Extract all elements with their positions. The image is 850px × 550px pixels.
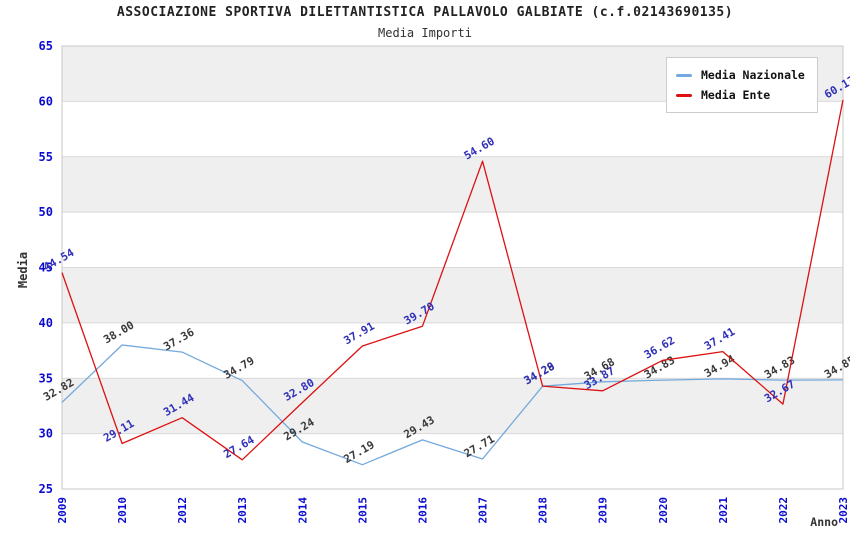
data-label-media-nazionale: 34.79 bbox=[221, 354, 256, 382]
data-label-media-nazionale: 27.71 bbox=[462, 432, 498, 460]
x-tick-label: 2009 bbox=[56, 497, 69, 524]
y-tick-label: 65 bbox=[39, 39, 53, 53]
page-title: ASSOCIAZIONE SPORTIVA DILETTANTISTICA PA… bbox=[116, 5, 734, 20]
legend-swatch-media-ente bbox=[676, 93, 692, 97]
plot-border bbox=[61, 45, 844, 490]
legend-swatch-media-nazionale bbox=[676, 73, 692, 77]
y-tick-label: 35 bbox=[39, 371, 53, 385]
x-tick-label: 2017 bbox=[477, 497, 490, 524]
x-tick-label: 2015 bbox=[356, 497, 369, 524]
x-tick-label: 2016 bbox=[416, 497, 429, 524]
plot-band bbox=[62, 267, 843, 323]
legend-item-media-nazionale: Media Nazionale bbox=[676, 65, 805, 85]
series-line-media-ente bbox=[61, 99, 844, 461]
legend-label: Media Ente bbox=[701, 88, 771, 102]
data-label-media-nazionale: 34.94 bbox=[702, 352, 738, 380]
y-axis-title: Media bbox=[16, 252, 30, 288]
x-tick-label: 2018 bbox=[537, 497, 550, 524]
series-line-media-nazionale bbox=[61, 344, 844, 466]
y-tick-label: 55 bbox=[39, 150, 53, 164]
x-tick-label: 2012 bbox=[176, 497, 189, 524]
y-tick-label: 45 bbox=[39, 261, 53, 275]
x-tick-label: 2014 bbox=[296, 497, 309, 524]
y-tick-label: 25 bbox=[39, 482, 53, 496]
x-tick-label: 2010 bbox=[116, 497, 129, 524]
legend-item-media-ente: Media Ente bbox=[676, 85, 805, 105]
x-tick-label: 2023 bbox=[837, 497, 850, 524]
x-tick-label: 2013 bbox=[236, 497, 249, 524]
x-tick-label: 2022 bbox=[777, 497, 790, 524]
data-label-media-nazionale: 37.36 bbox=[161, 325, 197, 353]
y-tick-label: 60 bbox=[39, 94, 53, 108]
data-label-media-ente: 37.41 bbox=[702, 325, 738, 353]
legend: Media Nazionale Media Ente bbox=[666, 57, 818, 113]
plot-band bbox=[62, 156, 843, 213]
y-tick-label: 50 bbox=[39, 205, 53, 219]
x-axis-title: Anno bbox=[810, 515, 838, 529]
page-subtitle: Media Importi bbox=[378, 26, 472, 40]
data-label-media-nazionale: 34.85 bbox=[822, 353, 850, 381]
legend-label: Media Nazionale bbox=[701, 68, 805, 82]
x-tick-label: 2019 bbox=[597, 497, 610, 524]
y-tick-label: 30 bbox=[39, 427, 53, 441]
x-tick-label: 2021 bbox=[717, 497, 730, 524]
y-tick-label: 40 bbox=[39, 316, 53, 330]
data-label-media-nazionale: 27.19 bbox=[342, 438, 377, 466]
x-tick-label: 2020 bbox=[657, 497, 670, 524]
